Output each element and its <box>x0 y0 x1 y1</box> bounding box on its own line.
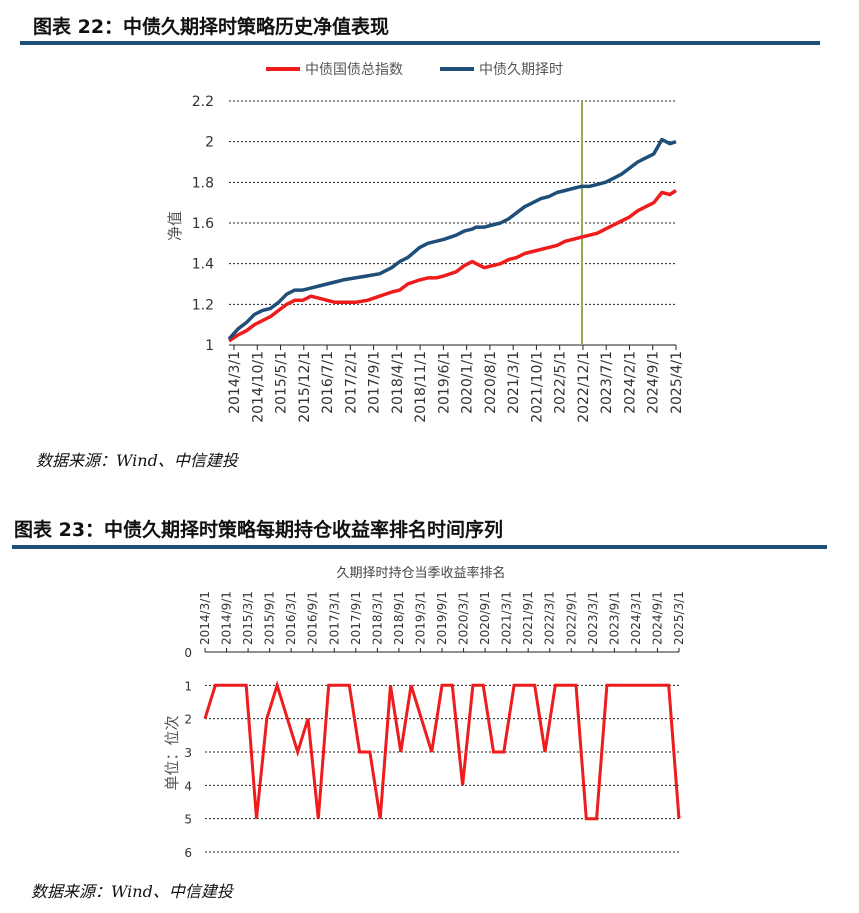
rank-x-tick-label: 2021/9/1 <box>521 591 535 645</box>
rank-x-tick-label: 2017/3/1 <box>327 591 341 645</box>
rank-y-tick-label: 0 <box>184 646 192 660</box>
x-tick-label: 2014/3/1 <box>227 351 243 414</box>
y-tick-label: 1.2 <box>192 297 214 313</box>
rank-x-tick-label: 2022/3/1 <box>543 591 557 645</box>
x-tick-label: 2018/11/1 <box>413 351 429 423</box>
rank-x-tick-label: 2014/9/1 <box>220 591 234 645</box>
x-tick-label: 2021/10/1 <box>529 351 545 423</box>
y-tick-label: 2.2 <box>192 94 214 110</box>
rank-x-tick-label: 2017/9/1 <box>349 591 363 645</box>
rank-x-tick-label: 2024/3/1 <box>629 591 643 645</box>
series-line-bond-index <box>228 189 677 343</box>
figure-23-title-rule <box>12 545 827 549</box>
x-tick-label: 2016/7/1 <box>320 351 336 414</box>
y-tick-label: 1 <box>205 338 214 354</box>
rank-x-tick-label: 2024/9/1 <box>650 591 664 645</box>
rank-x-tick-label: 2020/3/1 <box>457 591 471 645</box>
rank-series-line <box>203 680 681 821</box>
x-tick-label: 2020/1/1 <box>460 351 476 414</box>
x-tick-label: 2022/5/1 <box>553 351 569 414</box>
rank-x-tick-label: 2023/9/1 <box>607 591 621 645</box>
x-tick-label: 2017/2/1 <box>343 351 359 414</box>
rank-x-tick-label: 2021/3/1 <box>500 591 514 645</box>
legend-label-bond-index: 中债国债总指数 <box>305 62 403 78</box>
rank-y-axis-title: 单位：位次 <box>163 715 181 790</box>
rank-x-tick-label: 2025/3/1 <box>672 591 686 645</box>
x-tick-label: 2023/7/1 <box>599 351 615 414</box>
figure-23-source: 数据来源：Wind、中信建投 <box>31 882 233 901</box>
rank-x-tick-label: 2015/9/1 <box>263 591 277 645</box>
x-tick-label: 2014/10/1 <box>250 351 266 423</box>
rank-x-tick-label: 2018/9/1 <box>392 591 406 645</box>
rank-x-tick-label: 2023/3/1 <box>586 591 600 645</box>
rank-x-tick-label: 2015/3/1 <box>241 591 255 645</box>
x-tick-label: 2024/2/1 <box>622 351 638 414</box>
x-tick-label: 2018/4/1 <box>390 351 406 414</box>
rank-y-tick-label: 3 <box>184 746 192 760</box>
x-tick-label: 2024/9/1 <box>646 351 662 414</box>
x-tick-label: 2017/9/1 <box>367 351 383 414</box>
rank-x-tick-label: 2016/9/1 <box>306 591 320 645</box>
series-line-duration-timing <box>227 137 677 341</box>
x-tick-label: 2025/4/1 <box>669 351 685 414</box>
y-tick-label: 1.8 <box>192 175 214 191</box>
rank-y-tick-label: 6 <box>184 846 192 860</box>
x-tick-label: 2015/5/1 <box>274 351 290 414</box>
x-tick-label: 2022/12/1 <box>576 351 592 423</box>
rank-x-tick-label: 2019/3/1 <box>413 591 427 645</box>
y-axis-title: 净值 <box>166 211 184 241</box>
y-tick-label: 1.6 <box>192 216 214 232</box>
x-tick-label: 2020/8/1 <box>483 351 499 414</box>
rank-x-tick-label: 2016/3/1 <box>284 591 298 645</box>
rank-x-tick-label: 2022/9/1 <box>564 591 578 645</box>
y-tick-label: 2 <box>205 135 214 151</box>
rank-y-tick-label: 2 <box>184 713 192 727</box>
y-tick-label: 1.4 <box>192 257 214 273</box>
rank-y-tick-label: 1 <box>184 679 192 693</box>
rank-x-tick-label: 2019/9/1 <box>435 591 449 645</box>
rank-x-tick-label: 2014/3/1 <box>198 591 212 645</box>
figure-23-title: 图表 23：中债久期择时策略每期持仓收益率排名时间序列 <box>14 519 504 541</box>
rank-chart-title: 久期择时持仓当季收益率排名 <box>336 565 505 581</box>
x-tick-label: 2015/12/1 <box>297 351 313 423</box>
rank-x-tick-label: 2018/3/1 <box>370 591 384 645</box>
figure-22-title-rule <box>20 41 820 45</box>
rank-y-tick-label: 4 <box>184 779 192 793</box>
rank-y-tick-label: 5 <box>184 813 192 827</box>
x-tick-label: 2019/6/1 <box>436 351 452 414</box>
figure-22-title: 图表 22：中债久期择时策略历史净值表现 <box>33 16 390 38</box>
figure-22-source: 数据来源：Wind、中信建投 <box>36 451 238 470</box>
x-tick-label: 2021/3/1 <box>506 351 522 414</box>
legend-label-duration-timing: 中债久期择时 <box>479 62 563 78</box>
rank-x-tick-label: 2020/9/1 <box>478 591 492 645</box>
